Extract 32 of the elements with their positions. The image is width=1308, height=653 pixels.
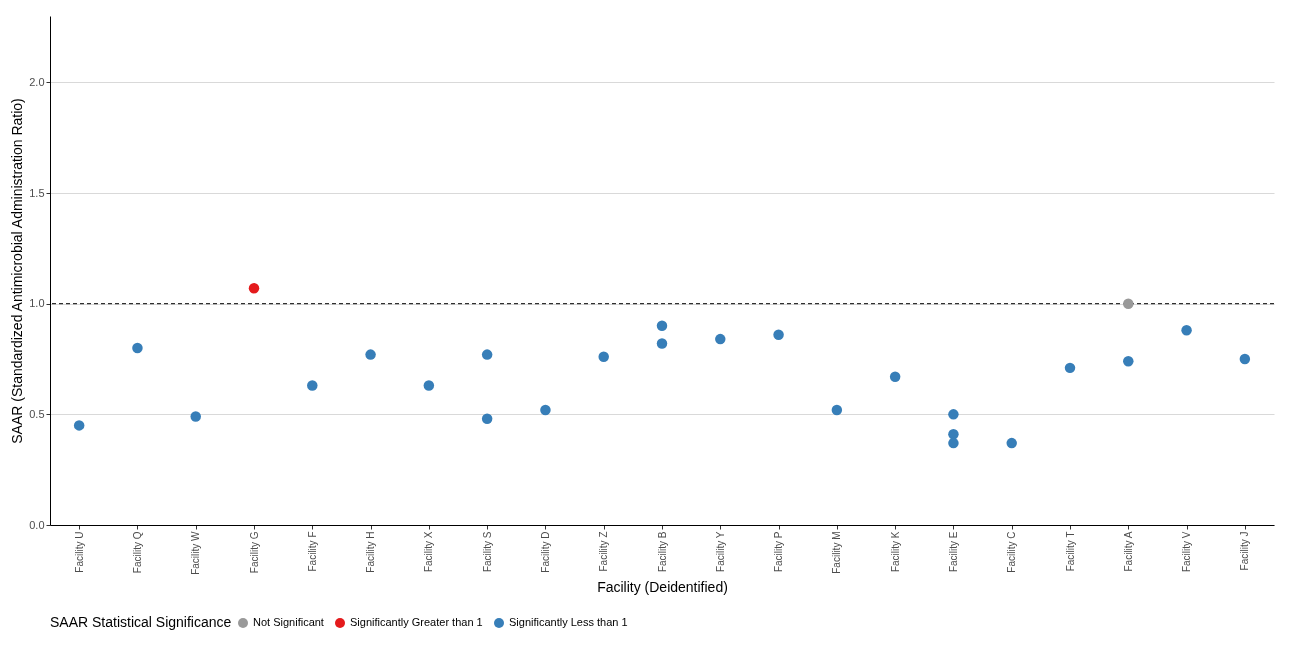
x-tick-label: Facility C [1006,531,1018,573]
y-tick-label: 1.0 [29,297,45,310]
x-tick-label: Facility P [773,531,785,573]
legend-title: SAAR Statistical Significance [50,614,232,630]
x-tick-label: Facility S [481,531,493,573]
x-tick-label: Facility K [889,531,901,573]
y-tick-label: 0.0 [29,518,45,531]
x-tick-label: Facility D [539,531,551,573]
x-tick-label: Facility T [1064,531,1076,572]
x-tick-label: Facility B [656,531,668,573]
y-tick-label: 1.5 [29,186,45,199]
x-axis-title: Facility (Deidentified) [597,578,728,595]
x-tick-label: Facility U [73,531,85,573]
x-tick-label: Facility W [190,530,202,575]
legend-label: Significantly Less than 1 [509,616,628,628]
x-tick-label: Facility Z [598,531,610,572]
x-tick-label: Facility M [831,531,843,574]
x-tick-label: Facility V [1181,531,1193,573]
x-tick-label: Facility H [365,531,377,573]
x-tick-label: Facility F [306,531,318,572]
y-tick-label: 2.0 [29,75,45,88]
x-tick-label: Facility Q [131,531,143,574]
x-tick-label: Facility G [248,531,260,574]
y-axis-title: SAAR (Standardized Antimicrobial Administration Ratio) [9,98,26,444]
legend-label: Not Significant [253,616,324,628]
x-tick-label: Facility E [947,531,959,573]
x-tick-label: Facility Y [714,531,726,572]
x-tick-label: Facility J [1239,531,1251,571]
y-tick-label: 0.5 [29,407,45,420]
x-tick-label: Facility X [423,531,435,573]
legend-label: Significantly Greater than 1 [350,616,483,628]
x-tick-label: Facility A [1122,531,1134,572]
